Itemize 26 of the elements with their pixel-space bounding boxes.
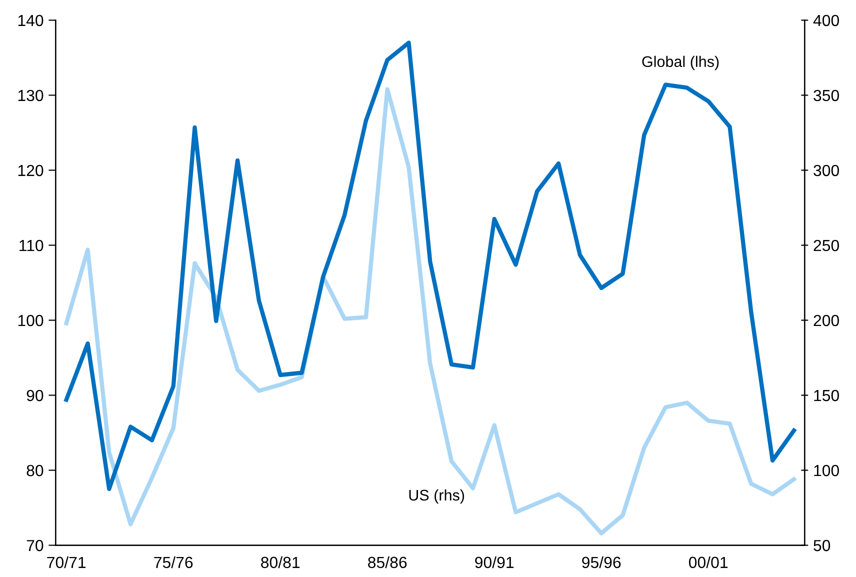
y-tick-label: 100 bbox=[18, 314, 44, 326]
y2-tick-label: 250 bbox=[814, 240, 839, 252]
x-tick-label: 70/71 bbox=[47, 556, 86, 568]
y-tick-label: 130 bbox=[18, 90, 44, 102]
line-series bbox=[64, 87, 796, 536]
y-tick-label: 70 bbox=[26, 540, 44, 552]
x-tick-label: 90/91 bbox=[475, 556, 514, 568]
y2-tick-label: 400 bbox=[813, 14, 839, 26]
x-tick-label: 00/01 bbox=[688, 556, 728, 568]
x-tick-label: 85/86 bbox=[368, 556, 407, 568]
series-label: Global (lhs) bbox=[642, 56, 719, 70]
x-tick-label: 80/81 bbox=[261, 556, 300, 568]
y2-tick-label: 350 bbox=[814, 90, 839, 102]
y2-tick-label: 150 bbox=[814, 390, 839, 402]
x-tick-label: 95/96 bbox=[582, 556, 621, 568]
y2-tick-label: 200 bbox=[814, 314, 839, 326]
y-tick-label: 120 bbox=[18, 164, 44, 176]
y2-tick-label: 100 bbox=[814, 464, 839, 476]
series-label: US (rhs) bbox=[409, 489, 464, 504]
y-tick-label: 80 bbox=[26, 464, 44, 476]
y-tick-label: 110 bbox=[20, 240, 44, 252]
y-tick-label: 140 bbox=[18, 14, 44, 26]
y2-tick-label: 300 bbox=[814, 164, 839, 176]
y-tick-label: 90 bbox=[26, 390, 44, 402]
x-tick-label: 75/76 bbox=[154, 556, 193, 568]
y2-tick-label: 50 bbox=[814, 540, 830, 552]
